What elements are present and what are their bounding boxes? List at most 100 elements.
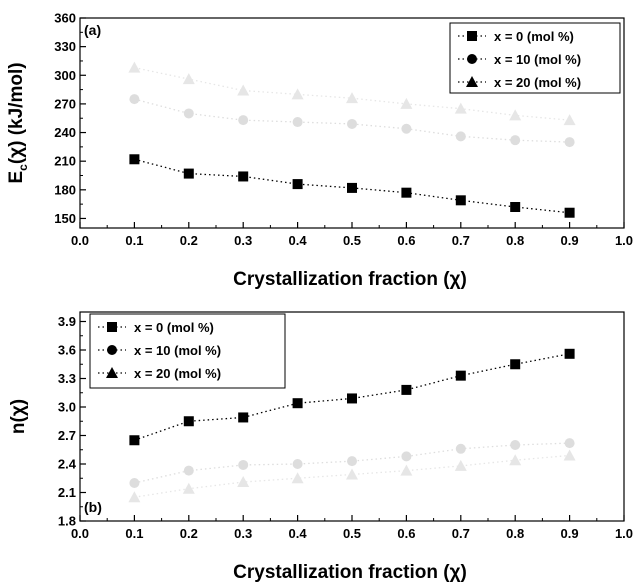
data-point-2 (454, 459, 467, 471)
data-point-1 (129, 478, 140, 488)
x-tick-label: 0.6 (397, 526, 415, 541)
x-axis-title: Crystallization fraction (χ) (233, 562, 467, 583)
x-tick-label: 0.1 (125, 233, 143, 248)
data-point-2 (346, 92, 358, 104)
y-tick-label: 300 (54, 68, 76, 83)
y-tick-label: 240 (54, 125, 76, 140)
data-point-0 (564, 207, 575, 218)
data-point-2 (291, 88, 304, 100)
data-point-0 (292, 179, 303, 190)
x-tick-label: 0.9 (561, 526, 579, 541)
x-tick-label: 1.0 (615, 233, 633, 248)
data-point-0 (401, 187, 412, 198)
data-point-2 (237, 476, 250, 488)
panel-label: (a) (84, 22, 101, 38)
data-point-0 (510, 202, 521, 212)
data-point-2 (509, 109, 522, 121)
y-tick-label: 270 (54, 96, 76, 111)
data-point-1 (347, 118, 357, 129)
data-point-0 (455, 195, 466, 206)
y-tick-label: 150 (54, 211, 76, 226)
legend: x = 0 (mol %) x = 10 (mol %) x = 20 (mol %… (449, 22, 621, 94)
legend-marker (106, 367, 118, 378)
data-point-2 (128, 491, 141, 503)
x-axis-title: Crystallization fraction (χ) (233, 269, 467, 290)
series-line-1 (134, 442, 570, 484)
legend-marker (107, 322, 117, 332)
data-point-0 (347, 393, 357, 404)
data-point-1 (455, 443, 466, 454)
data-point-2 (563, 449, 576, 461)
y-axis-title: n(χ) (8, 399, 29, 434)
y-tick-label: 330 (54, 39, 76, 54)
legend-box (89, 313, 286, 389)
legend-label: x = 20 (mol %) (134, 366, 221, 381)
x-tick-label: 0.9 (561, 233, 579, 248)
data-point-0 (183, 168, 194, 179)
y-tick-label: 180 (54, 182, 76, 197)
data-point-2 (346, 468, 358, 480)
data-point-1 (564, 137, 575, 148)
x-tick-label: 0.2 (180, 526, 198, 541)
x-tick-label: 1.0 (615, 526, 633, 541)
x-tick-label: 0.6 (397, 233, 415, 248)
legend-label: x = 10 (mol %) (134, 343, 221, 358)
x-tick-label: 0.3 (234, 233, 252, 248)
data-point-1 (129, 94, 140, 105)
series-line-2 (134, 454, 570, 498)
legend-label: x = 0 (mol %) (134, 320, 214, 335)
data-point-2 (237, 84, 250, 96)
data-point-0 (510, 359, 521, 370)
data-point-2 (400, 97, 413, 109)
data-point-0 (564, 348, 575, 359)
y-tick-label: 3.6 (58, 343, 76, 358)
data-point-2 (400, 464, 413, 476)
data-point-1 (401, 451, 412, 462)
data-point-1 (183, 465, 194, 476)
legend-marker (466, 76, 478, 87)
x-tick-label: 0.7 (452, 233, 470, 248)
chart-b: 0.0 0.1 0.2 0.3 0.4 0.5 0.6 0.7 0.8 0.9 1.0 1.8 2.1 2… (8, 311, 633, 583)
y-tick-label: 3.0 (58, 400, 76, 415)
y-tick-label: 2.7 (58, 428, 76, 443)
x-tick-label: 0.4 (289, 233, 308, 248)
x-tick-label: 0.1 (125, 526, 143, 541)
y-tick-label: 360 (54, 11, 76, 26)
data-point-0 (238, 171, 249, 182)
data-point-0 (292, 398, 303, 409)
x-tick-label: 0.8 (506, 233, 524, 248)
data-point-2 (563, 114, 576, 126)
data-point-1 (455, 131, 466, 142)
x-tick-label: 0.7 (452, 526, 470, 541)
legend-marker (467, 54, 477, 64)
data-point-2 (182, 482, 195, 494)
data-point-1 (347, 456, 357, 467)
data-point-0 (401, 384, 412, 395)
data-point-1 (183, 108, 194, 119)
data-point-1 (238, 115, 249, 126)
y-tick-label: 3.9 (58, 314, 76, 329)
data-point-1 (510, 135, 521, 146)
y-tick-label: 1.8 (58, 514, 76, 529)
x-tick-label: 0.4 (289, 526, 308, 541)
x-tick-label: 0.8 (506, 526, 524, 541)
data-point-2 (509, 454, 522, 466)
y-tick-label: 3.3 (58, 371, 76, 386)
data-point-2 (182, 73, 195, 85)
series-line-1 (134, 98, 570, 143)
data-point-1 (564, 438, 575, 449)
y-tick-label: 210 (54, 154, 76, 169)
y-tick-label: 2.4 (58, 457, 77, 472)
x-tick-label: 0.3 (234, 526, 252, 541)
x-tick-label: 0.5 (343, 526, 361, 541)
data-point-0 (129, 154, 140, 165)
chart-a: 0.0 0.1 0.2 0.3 0.4 0.5 0.6 0.7 0.8 0.9 1.0 150 180 2… (6, 11, 633, 291)
panel-label: (b) (84, 499, 102, 515)
data-point-2 (128, 61, 141, 73)
legend-label: x = 10 (mol %) (494, 52, 581, 67)
data-point-0 (347, 182, 357, 193)
y-axis-title: Ec(χ) (kJ/mol) (6, 62, 30, 183)
data-point-1 (238, 459, 249, 470)
x-tick-label: 0.2 (180, 233, 198, 248)
